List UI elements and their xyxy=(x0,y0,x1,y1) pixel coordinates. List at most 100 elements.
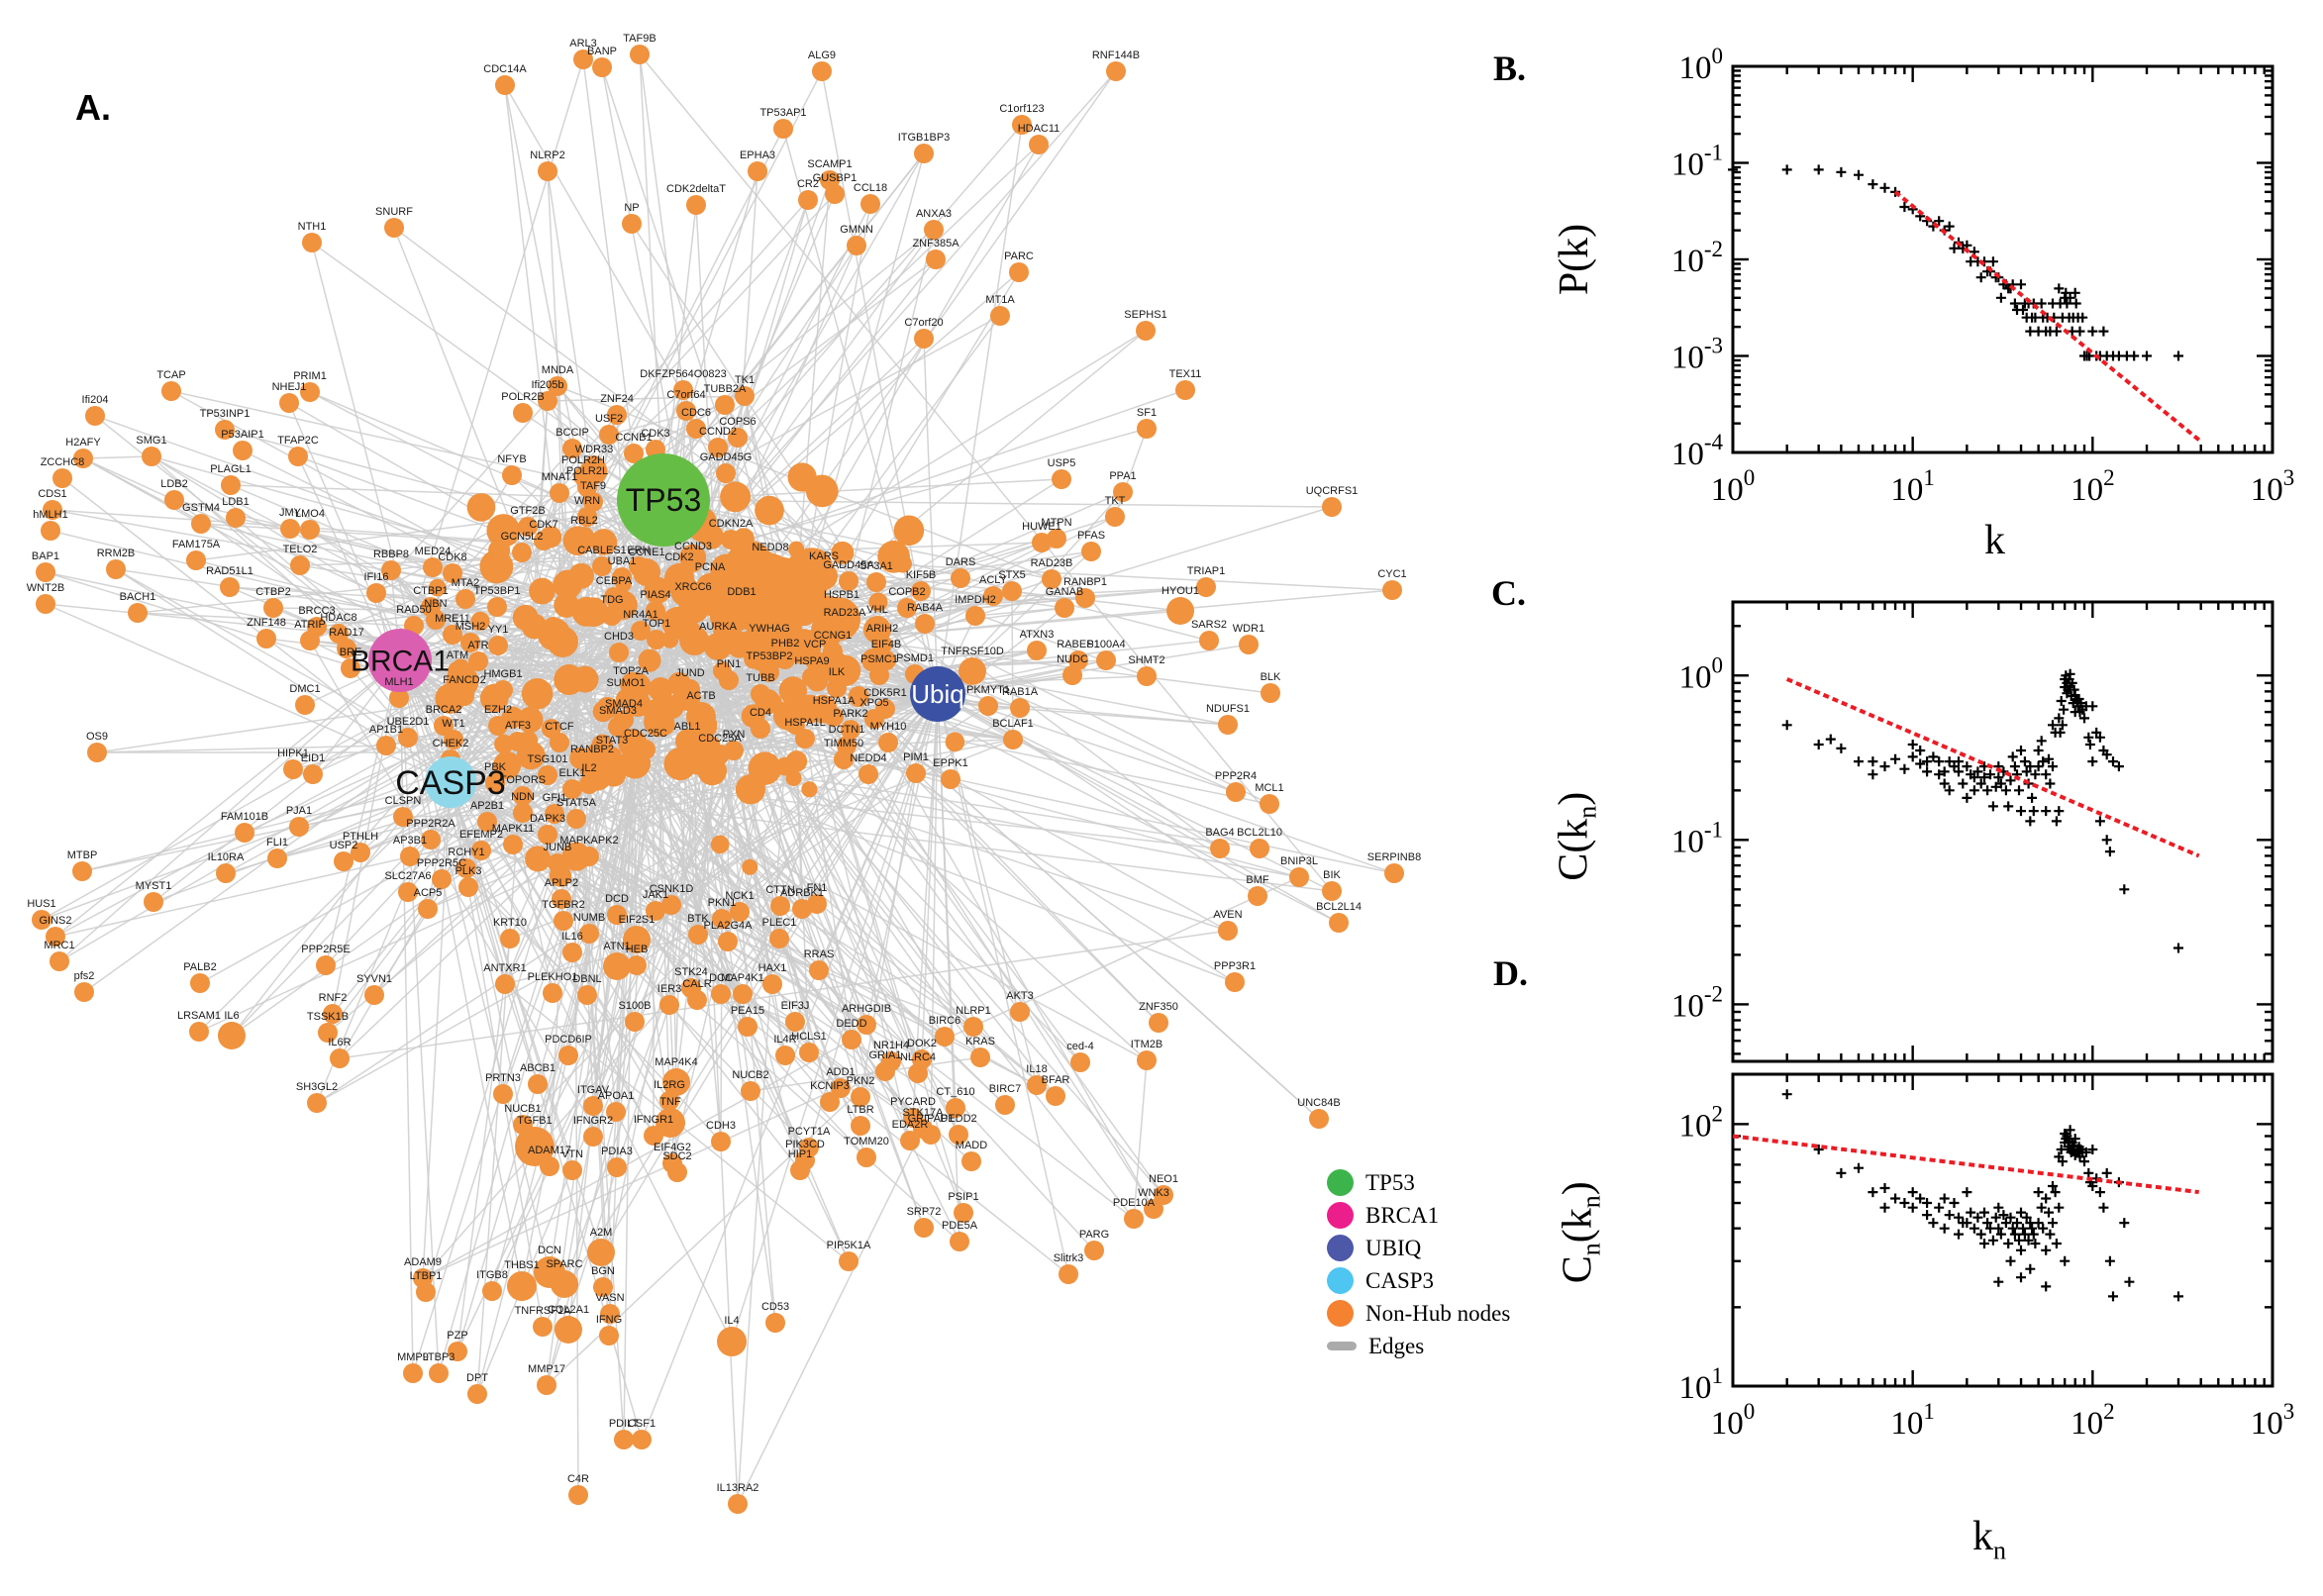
network-node-label: GCN5L2 xyxy=(501,531,544,543)
network-node-label: PBK xyxy=(484,761,507,773)
network-node-label: C1orf123 xyxy=(999,103,1044,115)
network-node xyxy=(545,804,564,824)
network-node-label: MAPK11 xyxy=(492,823,535,835)
network-node-label: GTF2B xyxy=(510,505,545,517)
network-node-label: NFYB xyxy=(497,453,526,465)
network-node-label: MLH1 xyxy=(384,676,413,688)
network-node xyxy=(914,1218,934,1238)
network-node xyxy=(398,882,418,902)
network-node xyxy=(738,1017,758,1037)
network-node xyxy=(759,635,779,654)
network-node-label: NUMB xyxy=(573,912,605,924)
network-node xyxy=(600,1304,620,1324)
network-node xyxy=(795,729,815,748)
network-node-label: EDA2R xyxy=(892,1119,929,1131)
network-node xyxy=(911,581,931,601)
network-node xyxy=(443,625,462,645)
network-node xyxy=(512,543,532,562)
network-node-label: MAP4K4 xyxy=(655,1056,697,1068)
network-node-label: A2M xyxy=(590,1227,613,1239)
network-node xyxy=(426,610,446,630)
network-node xyxy=(521,677,554,710)
network-node-label: GRIPAP1 xyxy=(908,1113,955,1125)
network-node xyxy=(538,161,557,181)
network-node xyxy=(74,982,94,1002)
network-node-label: CDK8 xyxy=(438,551,466,563)
network-node-label: CCNE1 xyxy=(628,547,664,558)
network-node xyxy=(486,514,521,548)
network-node xyxy=(318,1023,338,1043)
network-node-label: MRC1 xyxy=(44,940,74,951)
network-node-label: IL18 xyxy=(1026,1063,1047,1075)
network-node xyxy=(593,1277,613,1297)
network-node xyxy=(488,716,508,736)
network-node-label: SHMT2 xyxy=(1128,654,1164,666)
network-node-label: VHL xyxy=(866,604,887,616)
network-node-label: TP53AP1 xyxy=(759,107,806,119)
network-node-label: WT1 xyxy=(442,718,464,730)
network-node-label: PSIP1 xyxy=(948,1191,978,1203)
network-node-label: ARL3 xyxy=(569,38,597,50)
network-node xyxy=(606,1102,626,1122)
network-node-label: SERPINB8 xyxy=(1367,851,1421,863)
network-node-label: NUCB1 xyxy=(504,1103,541,1115)
network-node-label: COL2A1 xyxy=(548,1304,589,1316)
network-node-label: PCNA xyxy=(695,561,726,573)
network-node xyxy=(493,750,522,779)
network-node xyxy=(624,444,644,463)
network-node-label: C4R xyxy=(567,1473,589,1485)
network-node-label: GADD45G xyxy=(700,451,753,463)
network-node-label: SDC2 xyxy=(662,1150,691,1162)
network-node xyxy=(759,662,779,682)
network-node xyxy=(805,650,825,670)
network-node xyxy=(978,696,998,716)
network-node-label: RBL2 xyxy=(570,515,598,527)
network-node xyxy=(43,500,62,520)
network-node xyxy=(667,1162,687,1182)
network-node xyxy=(393,807,413,827)
network-node xyxy=(562,943,582,962)
network-node-label: FLI1 xyxy=(266,837,288,848)
network-node xyxy=(627,955,647,975)
network-node xyxy=(500,929,520,948)
network-node-label: RNF2 xyxy=(319,992,348,1004)
network-node xyxy=(872,635,892,654)
network-node-label: GSTM4 xyxy=(182,502,220,514)
network-node xyxy=(765,1313,785,1333)
network-node xyxy=(710,745,730,764)
network-node xyxy=(950,1232,969,1251)
network-node-label: BIRC6 xyxy=(929,1015,960,1027)
network-node-label: ABCB1 xyxy=(520,1062,556,1074)
network-node xyxy=(897,598,917,618)
hub-label-tp53: TP53 xyxy=(626,482,701,518)
network-node-label: MRE11 xyxy=(435,613,470,625)
network-node xyxy=(128,603,148,623)
network-node xyxy=(1124,1209,1144,1229)
network-node xyxy=(775,1046,795,1065)
network-node xyxy=(659,1091,679,1111)
network-node-label: DKFZP564O0823 xyxy=(640,368,726,380)
network-node-label: SH3GL2 xyxy=(296,1081,338,1093)
network-node xyxy=(839,1251,858,1271)
plot-frame xyxy=(1731,64,2274,454)
network-node-label: MYST1 xyxy=(136,880,172,892)
network-node xyxy=(161,381,181,401)
network-node-label: CDS1 xyxy=(38,488,66,500)
network-node-label: WNK3 xyxy=(1138,1187,1169,1199)
network-node-label: PDIA3 xyxy=(601,1146,633,1157)
network-node xyxy=(303,764,323,784)
network-node-label: PCYT1A xyxy=(788,1126,831,1138)
network-node-label: IL10RA xyxy=(208,851,245,863)
network-node xyxy=(809,960,829,980)
svg-text:102: 102 xyxy=(1679,1101,1724,1144)
network-node xyxy=(659,995,679,1015)
network-node-label: STAT3 xyxy=(596,735,629,747)
network-node-label: IMPDH2 xyxy=(955,594,996,606)
network-node xyxy=(857,1015,876,1035)
network-node xyxy=(1032,533,1052,552)
network-node-label: ZNF24 xyxy=(600,393,634,405)
network-node xyxy=(220,577,240,597)
network-node-label: PSMD1 xyxy=(896,652,934,664)
network-node xyxy=(959,657,986,685)
